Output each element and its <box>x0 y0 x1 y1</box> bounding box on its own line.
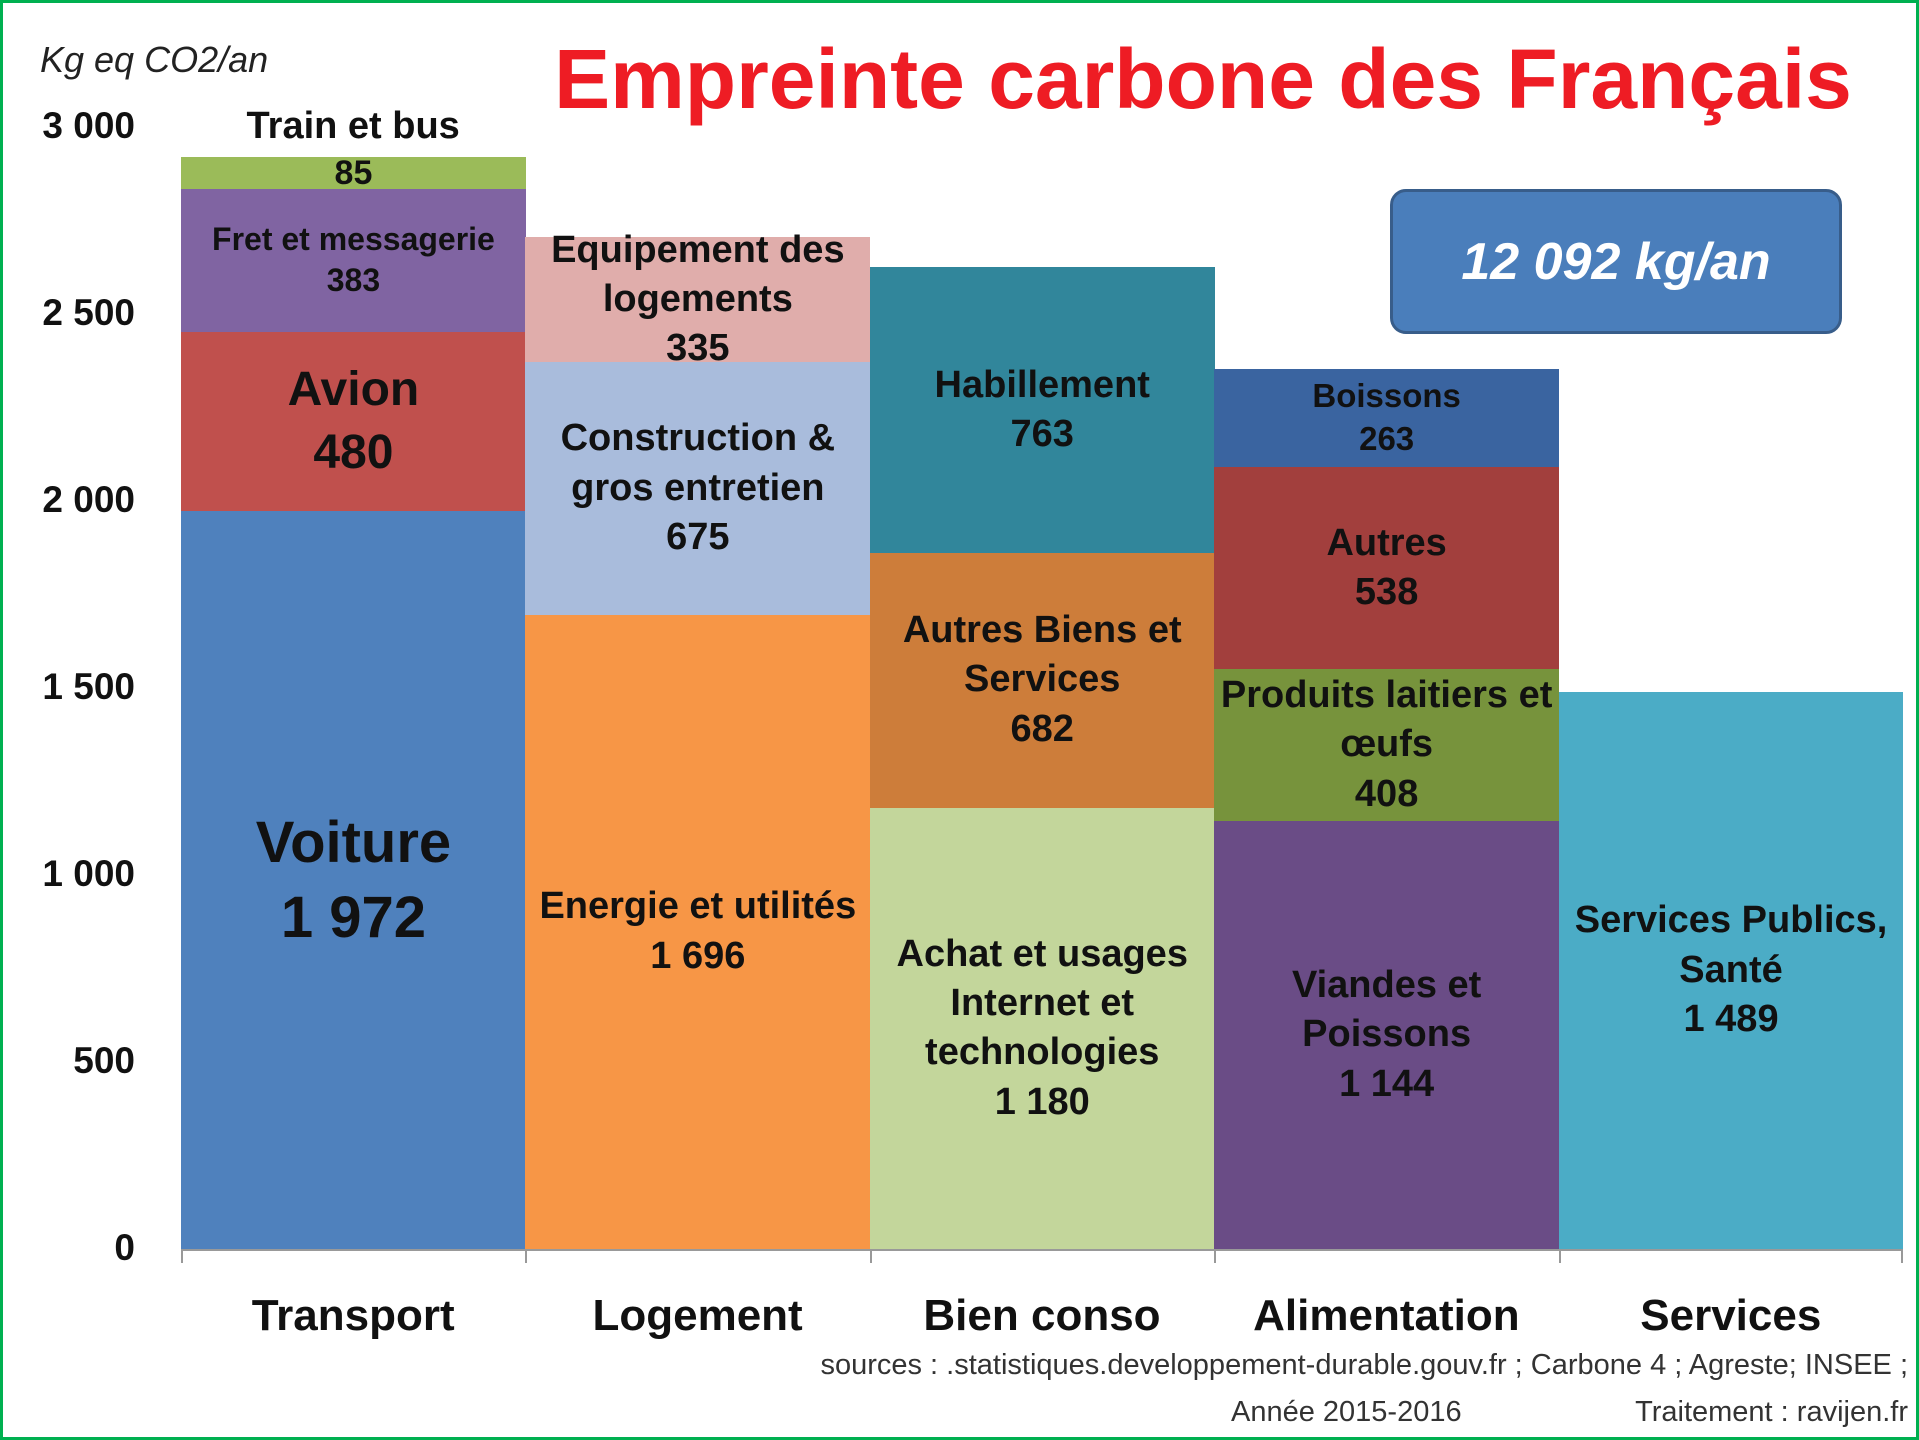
bar-segment: Equipement des logements 335 <box>525 229 871 369</box>
segment-name: Habillement <box>934 363 1150 406</box>
x-tick <box>525 1249 528 1263</box>
y-tick-label: 2 500 <box>42 292 135 333</box>
bar-segment: Produits laitiers et œufs 408 <box>1214 668 1560 822</box>
bar-segment: Voiture 1 972 <box>181 511 526 1249</box>
source-note: sources : .statistiques.developpement-du… <box>820 1349 1908 1381</box>
segment-value: 1 180 <box>994 1080 1090 1123</box>
segment-name: Energie et utilités <box>539 885 857 928</box>
segment-value: 1 489 <box>1683 998 1779 1041</box>
bar-segment: Construction & gros entretien 675 <box>525 362 871 615</box>
segment-name: Autres <box>1326 521 1447 564</box>
x-tick <box>869 1249 872 1263</box>
bar-segment: Boissons 263 <box>1214 368 1560 468</box>
segment-value: 682 <box>1010 707 1074 750</box>
bar-segment: Services Publics, Santé 1 489 <box>1558 692 1904 1249</box>
bar-segment: Autres Biens et Services 682 <box>869 552 1215 808</box>
y-tick-label: 1 500 <box>42 666 135 707</box>
segment-value: 383 <box>326 262 381 299</box>
segment-name: Fret et messagerie <box>212 220 495 257</box>
segment-value: 480 <box>313 425 394 479</box>
segment-value: 408 <box>1354 772 1419 815</box>
segment-name: Services Publics, Santé <box>1574 899 1888 991</box>
segment-value: 538 <box>1354 570 1419 613</box>
segment-value: 263 <box>1359 420 1415 458</box>
y-tick-label: 1 000 <box>42 853 135 894</box>
segment-name: Produits laitiers et œufs <box>1220 673 1553 766</box>
segment-name: Avion <box>287 363 420 417</box>
source-note: Année 2015-2016 <box>1231 1396 1462 1428</box>
segment-value: 1 696 <box>650 934 746 977</box>
bar-segment: Achat et usages Internet et technologies… <box>869 807 1215 1249</box>
segment-name: Achat et usages Internet et technologies <box>896 932 1188 1074</box>
x-tick-label: Logement <box>592 1291 803 1340</box>
y-axis-title: Kg eq CO2/an <box>40 39 269 80</box>
bar-segment: Fret et messagerie 383 <box>181 188 526 332</box>
segment-name: Viandes et Poissons <box>1291 963 1482 1056</box>
x-axis-line <box>181 1249 1903 1251</box>
x-tick-label: Alimentation <box>1253 1291 1520 1340</box>
segment-value: 1 144 <box>1339 1062 1435 1105</box>
segment-value: 763 <box>1010 412 1074 455</box>
segment-name: Train et bus <box>246 104 460 147</box>
segment-value: 85 <box>334 153 373 192</box>
y-tick-label: 3 000 <box>42 105 135 146</box>
x-tick <box>1558 1249 1561 1263</box>
segment-name: Voiture <box>255 809 452 875</box>
bar-segment: Energie et utilités 1 696 <box>525 614 871 1249</box>
y-tick-label: 2 000 <box>42 479 135 520</box>
segment-name: Construction & gros entretien <box>560 417 836 509</box>
chart-title: Empreinte carbone des Français <box>554 32 1852 126</box>
x-tick <box>1901 1249 1903 1263</box>
total-box: 12 092 kg/an <box>1390 189 1842 334</box>
segment-name: Autres Biens et Services <box>902 609 1182 701</box>
segment-value: 1 972 <box>280 885 427 951</box>
x-tick-label: Services <box>1640 1291 1822 1340</box>
segment-value: 675 <box>666 516 730 559</box>
y-tick-label: 500 <box>73 1040 135 1081</box>
bar-segment: Habillement 763 <box>869 267 1215 553</box>
segment-name: Equipement des logements <box>551 228 845 320</box>
x-tick <box>1214 1249 1217 1263</box>
bar-segment: 85 <box>181 154 526 192</box>
bar-segment: Autres 538 <box>1214 467 1560 669</box>
source-note: Traitement : ravijen.fr <box>1635 1396 1908 1428</box>
bar-segment: Avion 480 <box>181 331 526 512</box>
segment-value: 335 <box>666 327 730 370</box>
segment-name: Boissons <box>1312 377 1461 415</box>
x-tick-label: Transport <box>251 1291 455 1340</box>
bar-segment: Viandes et Poissons 1 144 <box>1214 821 1560 1249</box>
x-tick-label: Bien conso <box>923 1291 1161 1340</box>
x-tick <box>181 1249 183 1263</box>
y-tick-label: 0 <box>114 1227 135 1268</box>
